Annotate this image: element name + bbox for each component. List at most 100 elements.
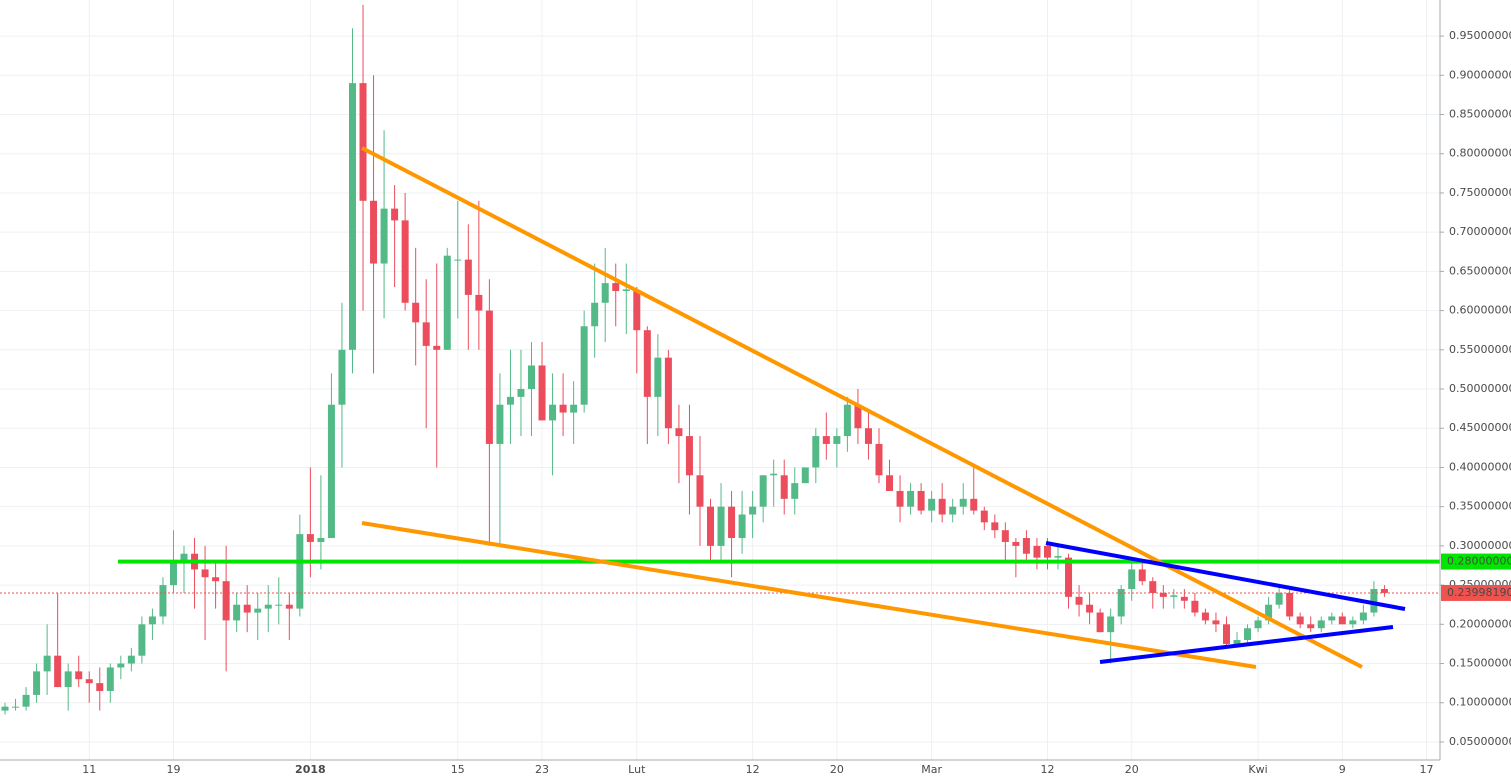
candle-body <box>233 604 241 621</box>
x-tick-label: 23 <box>535 763 549 776</box>
candle-body <box>96 683 104 691</box>
candle-body <box>570 404 578 413</box>
candle-body <box>643 330 651 397</box>
candle-body <box>1180 596 1188 601</box>
candle-body <box>1296 616 1304 625</box>
level-label: 0.28000000 <box>1447 555 1511 568</box>
candle-body <box>1149 581 1157 593</box>
x-tick-label: Lut <box>628 763 646 776</box>
trend-line <box>1045 541 1406 611</box>
trend-lines <box>361 146 1406 669</box>
candle-body <box>938 498 946 515</box>
candle-body <box>991 522 999 531</box>
candle-body <box>843 404 851 437</box>
candle-body <box>475 294 483 311</box>
x-tick-label: 11 <box>82 763 96 776</box>
candle-body <box>506 396 514 405</box>
candle-body <box>759 475 767 507</box>
candle-body <box>412 302 420 323</box>
candle-body <box>359 83 367 201</box>
candle-body <box>338 349 346 405</box>
candle-body <box>348 83 356 350</box>
y-tick-label: 0.85000000 <box>1449 108 1511 121</box>
candle-body <box>1022 538 1030 554</box>
candle-body <box>538 365 546 421</box>
last-price-label-bg <box>1441 584 1511 601</box>
candle-body <box>1317 620 1325 629</box>
x-tick-label: Kwi <box>1248 763 1267 776</box>
candle-body <box>685 436 693 476</box>
y-tick-label: 0.45000000 <box>1449 421 1511 434</box>
candle-body <box>1370 589 1378 613</box>
candle-body <box>1096 612 1104 633</box>
candle-body <box>1254 620 1262 629</box>
candle-body <box>896 490 904 507</box>
y-tick-label: 0.80000000 <box>1449 147 1511 160</box>
candle-body <box>1054 556 1062 558</box>
candles <box>0 4 1440 715</box>
x-tick-label: 17 <box>1420 763 1434 776</box>
y-tick-label: 0.75000000 <box>1449 186 1511 199</box>
candle-body <box>749 506 757 515</box>
candle-body <box>601 283 609 303</box>
candle-body <box>1233 640 1241 644</box>
x-tick-label: 12 <box>1040 763 1054 776</box>
candle-body <box>717 506 725 546</box>
trend-line <box>361 146 1363 669</box>
candle-body <box>454 259 462 261</box>
candle-body <box>275 604 283 606</box>
candle-body <box>443 255 451 350</box>
candle-body <box>306 534 314 542</box>
candle-body <box>738 514 746 539</box>
candle-body <box>1170 595 1178 597</box>
x-tick-label: 19 <box>166 763 180 776</box>
candle-body <box>633 290 641 331</box>
grid <box>0 0 1440 760</box>
candle-body <box>1086 604 1094 613</box>
candle-body <box>1001 530 1009 542</box>
y-tick-label: 0.95000000 <box>1449 29 1511 42</box>
candle-body <box>296 534 304 609</box>
candle-body <box>212 577 220 582</box>
candle-body <box>422 322 430 346</box>
candle-body <box>580 326 588 405</box>
candle-body <box>1328 616 1336 621</box>
candle-body <box>822 436 830 444</box>
candle-body <box>591 302 599 327</box>
candle-body <box>1265 604 1273 621</box>
time-scale <box>0 760 1511 778</box>
candle-body <box>1380 589 1388 593</box>
candle-body <box>1159 592 1167 597</box>
candle-body <box>485 310 493 444</box>
candle-body <box>64 671 72 688</box>
candle-body <box>22 694 30 707</box>
candle-body <box>1033 545 1041 558</box>
candle-body <box>254 608 262 613</box>
candle-body <box>559 404 567 413</box>
candle-body <box>201 569 209 578</box>
y-tick-label: 0.40000000 <box>1449 460 1511 473</box>
candle-body <box>127 655 135 664</box>
trend-line <box>1099 625 1394 664</box>
candle-body <box>612 283 620 291</box>
x-tick-label: 20 <box>1125 763 1139 776</box>
x-tick-label: 15 <box>451 763 465 776</box>
candle-body <box>1338 616 1346 625</box>
candle-body <box>1286 592 1294 617</box>
x-tick-label: 9 <box>1339 763 1346 776</box>
y-tick-label: 0.50000000 <box>1449 382 1511 395</box>
candle-body <box>833 436 841 444</box>
candle-body <box>907 490 915 507</box>
candle-body <box>380 208 388 264</box>
y-tick-label: 0.65000000 <box>1449 264 1511 277</box>
candle-body <box>169 561 177 586</box>
x-tick-label: 20 <box>830 763 844 776</box>
candle-body <box>675 428 683 437</box>
candle-body <box>1128 569 1136 590</box>
candle-body <box>327 404 335 539</box>
y-tick-label: 0.05000000 <box>1449 735 1511 748</box>
